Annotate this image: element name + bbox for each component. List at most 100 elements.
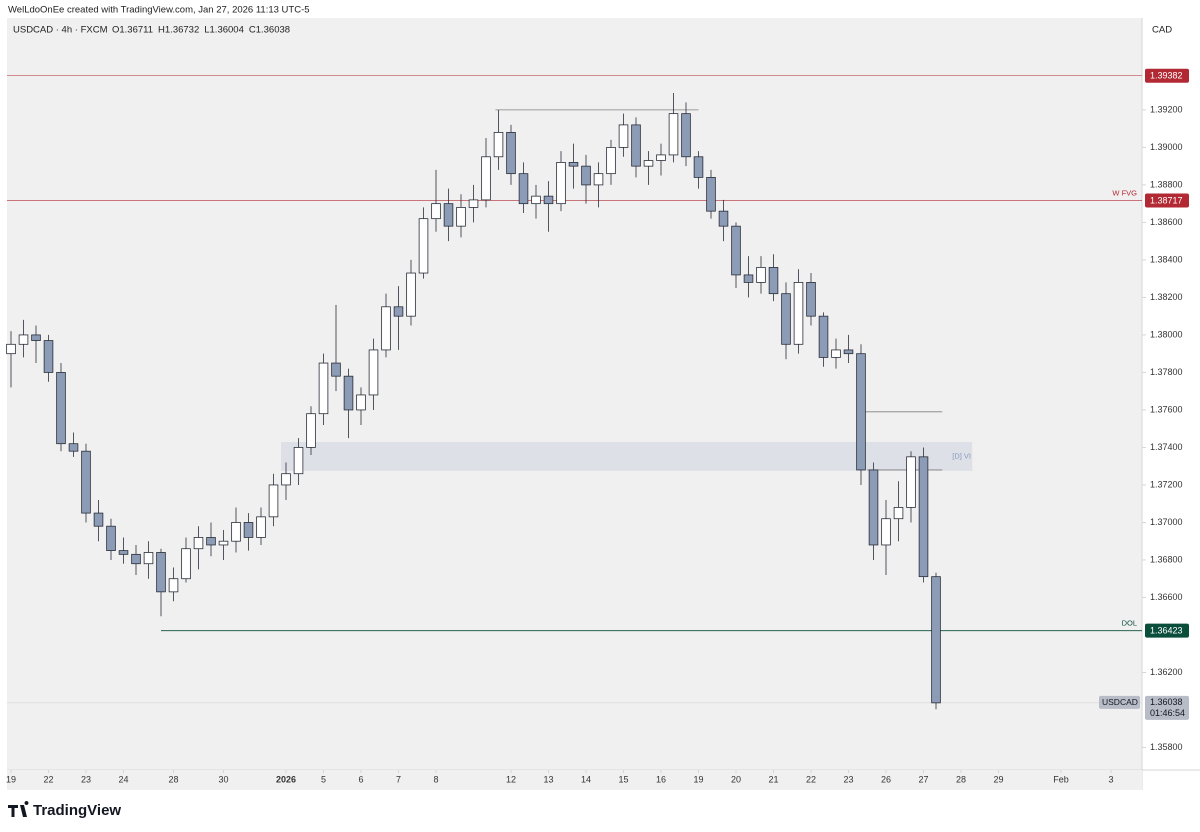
level-name: DOL <box>1122 619 1137 628</box>
y-tick-label: 1.36200 <box>1150 667 1183 677</box>
candle-body <box>406 272 416 317</box>
candle-body <box>31 334 41 341</box>
symbol-tag <box>1099 695 1140 709</box>
candle-body <box>268 484 279 518</box>
x-tick-label: 2026 <box>276 774 296 784</box>
candle-body <box>243 522 254 538</box>
time-axis <box>7 770 1142 790</box>
x-tick-label: 3 <box>1108 774 1113 784</box>
candle-body <box>668 113 679 156</box>
plot-area <box>7 18 1142 770</box>
currency: CAD <box>1152 25 1172 36</box>
candle-body <box>118 550 129 555</box>
attribution: WelLdoOnEe created with TradingView.com,… <box>8 5 310 16</box>
candle-body <box>706 177 716 212</box>
candle-body <box>831 349 841 358</box>
candle-body <box>181 548 191 580</box>
candle-body <box>81 450 91 514</box>
ohlc-readout: L1.36004 <box>204 25 244 36</box>
x-tick-label: 27 <box>918 774 928 784</box>
candle-body <box>131 553 141 565</box>
x-tick-label: 15 <box>618 774 628 784</box>
candle-body <box>143 552 154 565</box>
candle-body <box>693 156 704 178</box>
countdown: 01:46:54 <box>1150 708 1185 718</box>
candle-body <box>18 334 29 345</box>
y-tick-label: 1.39200 <box>1150 104 1183 114</box>
level-tag-text: 1.36423 <box>1150 626 1183 636</box>
y-tick-label: 1.37000 <box>1150 517 1183 527</box>
brand-name: TradingView <box>33 802 121 819</box>
candle-body <box>768 267 779 295</box>
candle-body <box>906 456 916 508</box>
candle-body <box>93 512 104 527</box>
candle-body <box>168 578 179 593</box>
x-tick-label: 21 <box>768 774 778 784</box>
x-tick-label: 7 <box>396 774 401 784</box>
candle-body <box>518 173 529 205</box>
candle-body <box>543 195 554 205</box>
y-tick-label: 1.35800 <box>1150 742 1183 752</box>
candle-body <box>6 343 16 355</box>
last-price-text: 1.36038 <box>1150 697 1183 707</box>
candle-body <box>631 124 641 167</box>
candle-body <box>381 306 391 351</box>
y-tick-label: 1.38400 <box>1150 254 1183 264</box>
candle-body <box>443 203 454 227</box>
candle-body <box>318 362 329 415</box>
y-tick-label: 1.38200 <box>1150 292 1183 302</box>
zone-label: [D] VI <box>952 451 971 460</box>
candle-body <box>843 349 854 355</box>
candle-body <box>656 154 666 161</box>
x-tick-label: 14 <box>581 774 591 784</box>
candle-body <box>293 447 304 475</box>
x-tick-label: 28 <box>168 774 178 784</box>
candle-body <box>331 362 341 377</box>
candle-body <box>593 173 604 186</box>
candle-body <box>806 282 816 317</box>
candle-body <box>306 413 316 448</box>
x-tick-label: 19 <box>693 774 703 784</box>
candle-body <box>618 124 629 148</box>
candle-body <box>393 306 404 317</box>
candle-body <box>231 522 241 542</box>
candle-body <box>681 113 691 158</box>
candle-body <box>506 131 516 175</box>
y-tick-label: 1.39000 <box>1150 142 1183 152</box>
x-tick-label: 28 <box>956 774 966 784</box>
ohlc-readout: O1.36711 <box>112 25 153 36</box>
candle-body <box>356 394 366 411</box>
candle-body <box>781 293 791 345</box>
candle-body <box>256 516 266 538</box>
x-tick-label: 12 <box>506 774 516 784</box>
x-tick-label: 22 <box>806 774 816 784</box>
y-tick-label: 1.37400 <box>1150 442 1183 452</box>
brand-logo <box>8 801 29 817</box>
candle-body <box>56 372 66 445</box>
y-tick-label: 1.36600 <box>1150 592 1183 602</box>
level-tag-text: 1.38717 <box>1150 195 1183 205</box>
x-tick-label: 8 <box>433 774 438 784</box>
candle-body <box>218 540 229 546</box>
candle-body <box>281 473 291 486</box>
x-tick-label: 5 <box>321 774 326 784</box>
level-tag-text: 1.39382 <box>1150 71 1183 81</box>
x-tick-label: 26 <box>881 774 891 784</box>
level-tag <box>1145 68 1189 83</box>
candle-body <box>643 160 654 167</box>
symbol-tag-text: USDCAD <box>1102 697 1138 707</box>
candle-body <box>731 225 741 276</box>
candle-body <box>43 340 54 373</box>
candle-body <box>456 207 466 227</box>
x-tick-label: 13 <box>543 774 553 784</box>
candle-body <box>743 274 754 283</box>
candles <box>6 93 941 710</box>
candle-body <box>581 165 591 186</box>
y-tick-label: 1.38600 <box>1150 217 1183 227</box>
candle-body <box>531 195 541 205</box>
x-tick-label: 20 <box>731 774 741 784</box>
candle-body <box>343 375 354 411</box>
ohlc-readout: H1.36732 <box>158 25 199 36</box>
